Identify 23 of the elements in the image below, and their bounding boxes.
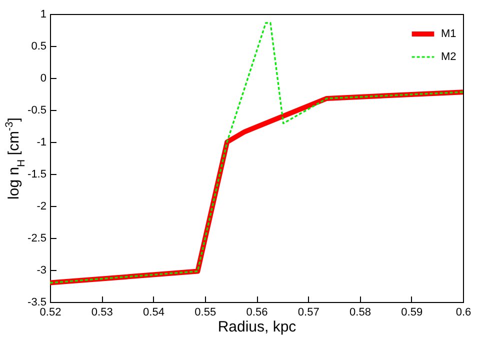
y-tick-label: 1 [40,8,46,20]
x-tick-label: 0.58 [350,306,371,318]
y-tick-label: -1.5 [28,168,46,180]
y-tick-label: 0 [40,72,46,84]
x-tick-label: 0.54 [143,306,164,318]
x-tick-label: 0.56 [246,306,268,318]
x-tick-label: 0.53 [91,306,113,318]
x-axis-title: Radius, kpc [218,318,297,336]
y-tick-label: -2.5 [28,232,46,244]
x-tick-label: 0.55 [194,306,216,318]
y-tick-label: -1 [36,136,46,148]
x-tick-label: 0.52 [40,306,62,318]
y-tick-label: -3.5 [28,296,46,308]
x-tick-label: 0.6 [456,306,472,318]
y-tick-label: 0.5 [31,40,46,52]
legend-label: M1 [441,28,456,40]
y-tick-label: -0.5 [28,104,46,116]
line-series [50,22,463,284]
x-tick-label: 0.59 [401,306,423,318]
y-tick-label: -2 [36,200,46,212]
x-tick-label: 0.57 [298,306,320,318]
legend-label: M2 [441,51,456,63]
y-tick-label: -3 [36,264,46,276]
